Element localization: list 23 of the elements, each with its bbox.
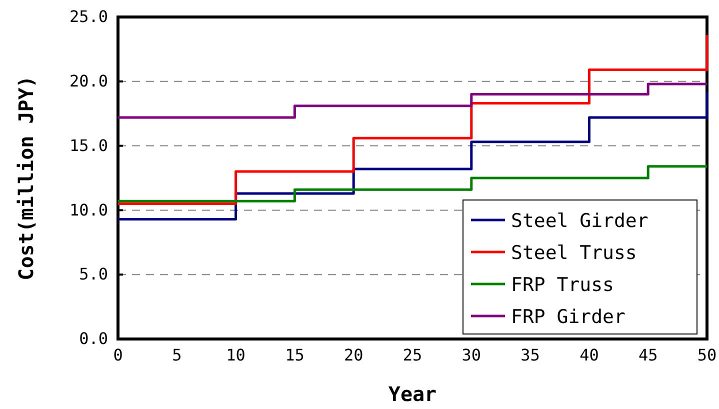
x-tick-label: 45 — [638, 345, 658, 364]
y-tick-label: 5.0 — [79, 264, 108, 284]
x-axis-title: Year — [388, 382, 437, 406]
y-tick-label: 0.0 — [79, 329, 108, 348]
y-tick-label: 15.0 — [69, 136, 108, 155]
legend-label: Steel Girder — [511, 210, 648, 232]
x-tick-label: 25 — [402, 345, 422, 364]
y-tick-label: 10.0 — [69, 200, 108, 220]
x-tick-label: 10 — [226, 345, 246, 364]
legend-label: Steel Truss — [511, 242, 637, 264]
x-tick-label: 0 — [113, 345, 123, 364]
x-tick-label: 5 — [172, 345, 182, 364]
y-axis-title: Cost(million JPY) — [14, 76, 38, 280]
x-tick-label: 40 — [580, 345, 599, 364]
x-tick-label: 50 — [697, 345, 717, 364]
x-tick-label: 20 — [344, 345, 364, 364]
x-tick-label: 35 — [520, 345, 540, 364]
y-tick-label: 25.0 — [69, 7, 108, 26]
x-tick-label: 15 — [285, 345, 304, 364]
x-tick-label: 30 — [462, 345, 482, 364]
legend-label: FRP Girder — [511, 306, 626, 328]
y-tick-label: 20.0 — [69, 72, 108, 91]
legend-label: FRP Truss — [511, 274, 614, 296]
